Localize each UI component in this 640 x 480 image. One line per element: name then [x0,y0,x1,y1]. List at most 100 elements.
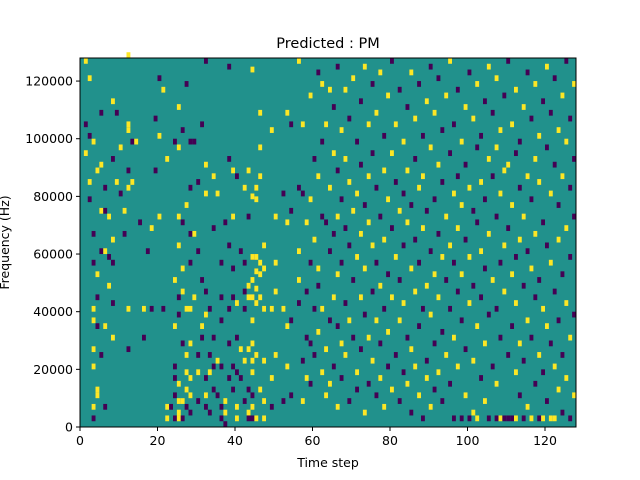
heatmap-cell-high [196,369,201,376]
heatmap-cell-low [529,115,534,122]
heatmap-cell-low [374,184,379,191]
heatmap-cell-low [510,415,515,422]
heatmap-cell-high [490,277,495,283]
heatmap-cell-high [525,173,530,180]
heatmap-cell-low [246,386,251,393]
heatmap-cell-high [211,173,216,180]
heatmap-cell-low [362,311,367,318]
heatmap-cell-high [498,127,503,133]
heatmap-cell-high [424,282,429,289]
heatmap-cell-high [254,268,259,275]
heatmap-cell-high [184,369,189,376]
heatmap-background [80,58,576,427]
heatmap-cell-high [258,109,263,116]
heatmap-cell-high [525,403,530,410]
heatmap-cell-low [409,409,414,416]
heatmap-cell-high [176,144,181,151]
heatmap-cell-high [421,225,425,231]
heatmap-cell-high [359,294,363,301]
heatmap-cell-high [362,63,367,70]
heatmap-cell-high [552,363,557,370]
heatmap-cell-high [548,190,553,197]
heatmap-cell-low [467,415,472,422]
heatmap-cell-low [347,398,352,404]
heatmap-cell-high [250,294,255,301]
heatmap-cell-high [308,92,313,99]
heatmap-cell-high [432,109,437,116]
heatmap-cell-high [231,213,236,220]
heatmap-cell-low [351,277,356,283]
heatmap-cell-high [188,375,193,381]
x-axis: 0 20 40 60 80 100 120 [76,427,557,448]
heatmap-cell-high [548,415,553,422]
heatmap-cell-low [196,398,201,404]
heatmap-cell-low [339,259,344,266]
heatmap-cell-low [304,288,309,295]
heatmap-cell-low [246,415,251,422]
heatmap-cell-high [529,415,534,422]
heatmap-cell-low [475,219,480,226]
heatmap-cell-high [335,213,340,220]
heatmap-cell-high [444,352,449,358]
heatmap-cell-high [273,213,278,220]
heatmap-cell-high [258,144,263,151]
heatmap-cell-high [184,386,189,393]
heatmap-cell-high [467,300,472,306]
heatmap-cell-high [91,403,96,410]
heatmap-cell-low [204,58,208,64]
x-tick-label: 0 [76,433,84,448]
heatmap-cell-high [386,92,391,99]
heatmap-cell-low [471,282,476,289]
heatmap-cell-high [207,369,212,376]
heatmap-cell-high [215,190,220,197]
heatmap-cell-high [149,225,154,231]
heatmap-cell-low [95,294,100,301]
heatmap-cell-low [173,138,177,145]
x-tick-label: 40 [227,433,243,448]
heatmap-cell-high [378,282,383,289]
heatmap-cell-low [231,386,236,393]
heatmap-cell-low [541,369,546,376]
heatmap-cell-low [200,277,205,283]
heatmap-cell-high [204,190,208,197]
heatmap-cell-low [440,328,445,335]
heatmap-cell-low [517,392,522,399]
heatmap-cell-high [316,265,321,272]
heatmap-cell-low [440,127,445,133]
heatmap-cell-high [254,196,259,203]
heatmap-cell-low [463,161,468,168]
heatmap-cell-low [366,380,371,387]
heatmap-cell-high [339,340,344,347]
heatmap-cell-low [211,225,216,231]
heatmap-cell-low [211,363,216,370]
heatmap-cell-low [448,150,453,157]
heatmap-cell-high [483,340,487,347]
heatmap-cell-high [235,300,239,306]
heatmap-cell-low [300,190,305,197]
heatmap-cell-high [126,184,131,191]
heatmap-cell-high [390,386,394,393]
heatmap-cell-low [455,288,460,295]
heatmap-cell-low [227,305,232,312]
heatmap-cell-high [91,317,96,324]
heatmap-cell-low [378,213,383,220]
heatmap-cell-high [510,202,515,208]
heatmap-cell-high [312,236,317,243]
heatmap-cell-low [386,271,391,278]
heatmap-cell-low [452,259,456,266]
heatmap-cell-low [339,375,344,381]
heatmap-cell-low [421,132,425,139]
heatmap-cell-high [514,369,518,376]
heatmap-cell-high [498,415,503,422]
heatmap-cell-high [215,357,220,364]
heatmap-cell-low [548,109,553,116]
heatmap-cell-low [455,86,460,93]
heatmap-cell-high [428,403,433,410]
heatmap-cell-low [320,213,325,220]
heatmap-cell-high [382,236,387,243]
heatmap-cell-low [300,357,305,364]
heatmap-cell-high [250,340,255,347]
heatmap-cell-low [494,415,499,422]
heatmap-cell-low [459,415,464,422]
heatmap-cell-high [258,173,263,180]
